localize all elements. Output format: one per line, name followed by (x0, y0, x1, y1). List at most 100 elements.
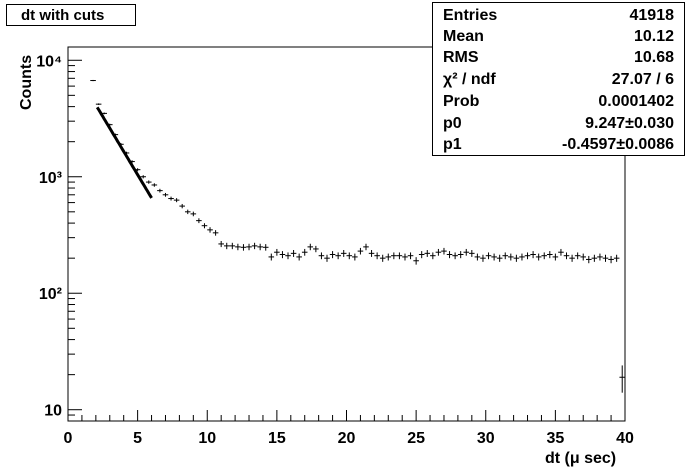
data-point (441, 247, 447, 255)
data-point (301, 248, 308, 256)
data-point (201, 223, 208, 229)
y-tick-label: 10 (44, 403, 62, 420)
data-point (268, 253, 275, 261)
data-point (485, 252, 492, 260)
data-point (508, 253, 514, 261)
data-point (140, 175, 146, 179)
data-point (580, 253, 587, 261)
data-point (151, 183, 158, 187)
data-point (424, 250, 431, 257)
data-point (262, 244, 269, 251)
data-point (257, 243, 263, 251)
data-point (246, 243, 252, 251)
data-point (552, 253, 559, 261)
stats-row-entries: Entries 41918 (443, 7, 674, 27)
data-point (474, 253, 481, 261)
stats-value: -0.4597±0.0086 (562, 136, 674, 153)
data-point (90, 79, 96, 82)
stats-value: 27.07 / 6 (611, 71, 674, 88)
data-point (324, 254, 330, 262)
data-point (157, 188, 163, 193)
y-tick-label: 10² (39, 286, 62, 303)
data-point (407, 252, 414, 260)
overflow-point (619, 365, 625, 393)
data-point (502, 252, 509, 260)
x-tick-label: 35 (546, 430, 564, 447)
data-point (597, 253, 603, 261)
data-point (340, 250, 347, 257)
stats-label: p0 (443, 115, 462, 132)
data-point (385, 253, 392, 261)
x-axis-title: dt (μ sec) (545, 450, 617, 467)
x-tick-label: 0 (64, 430, 73, 447)
data-point (352, 253, 358, 261)
chart-title: dt with cuts (6, 4, 136, 26)
data-point (368, 250, 375, 257)
stats-label: Mean (443, 28, 484, 45)
x-tick-label: 30 (477, 430, 495, 447)
stats-label: Entries (443, 7, 498, 24)
data-point (290, 250, 297, 257)
data-point (274, 248, 280, 256)
stats-label: p1 (443, 136, 462, 153)
data-point (318, 252, 325, 260)
data-point (251, 242, 258, 250)
data-point (563, 252, 570, 260)
data-point (430, 252, 436, 260)
data-point (469, 250, 475, 257)
data-point (313, 245, 319, 253)
data-point (480, 254, 486, 262)
stats-value: 10.68 (633, 49, 674, 66)
data-point (229, 242, 236, 250)
data-point (346, 252, 353, 260)
data-point (513, 254, 520, 262)
y-tick-label: 10⁴ (36, 53, 62, 70)
data-point (574, 252, 581, 260)
x-tick-label: 40 (616, 430, 634, 447)
stats-box: Entries 41918 Mean 10.12 RMS 10.68 χ² / … (432, 2, 685, 156)
data-point (95, 103, 102, 105)
data-point (435, 248, 442, 256)
stats-value: 10.12 (633, 28, 674, 45)
data-point (496, 254, 503, 262)
data-point (329, 251, 336, 259)
x-tick-label: 25 (407, 430, 425, 447)
data-point (463, 248, 470, 256)
data-point (184, 209, 191, 215)
data-point (558, 248, 564, 256)
data-point (235, 243, 241, 251)
stats-value: 0.0001402 (598, 93, 674, 110)
stats-value: 41918 (629, 7, 675, 24)
data-marks (90, 79, 625, 393)
stats-row-p1: p1 -0.4597±0.0086 (443, 136, 674, 156)
data-point (145, 180, 152, 184)
data-point (457, 251, 464, 259)
data-point (535, 253, 542, 261)
data-point (524, 252, 531, 260)
data-point (586, 255, 592, 264)
data-point (379, 254, 386, 262)
y-axis-title: Counts (18, 54, 35, 110)
data-point (530, 251, 536, 259)
data-point (279, 251, 286, 259)
stats-label: Prob (443, 93, 480, 110)
data-point (173, 198, 180, 203)
data-point (396, 252, 403, 260)
data-point (418, 251, 425, 259)
data-point (196, 218, 202, 224)
data-point (307, 243, 314, 251)
data-point (357, 247, 364, 255)
data-point (547, 251, 553, 259)
x-tick-label: 10 (198, 430, 216, 447)
data-point (179, 203, 185, 209)
data-point (363, 243, 369, 251)
data-point (335, 252, 341, 260)
stats-row-prob: Prob 0.0001402 (443, 93, 674, 113)
data-point (402, 253, 408, 261)
data-point (452, 252, 458, 260)
stats-row-p0: p0 9.247±0.030 (443, 115, 674, 135)
data-point (591, 254, 598, 262)
x-tick-label: 5 (133, 430, 142, 447)
y-tick-label: 10³ (39, 170, 62, 187)
